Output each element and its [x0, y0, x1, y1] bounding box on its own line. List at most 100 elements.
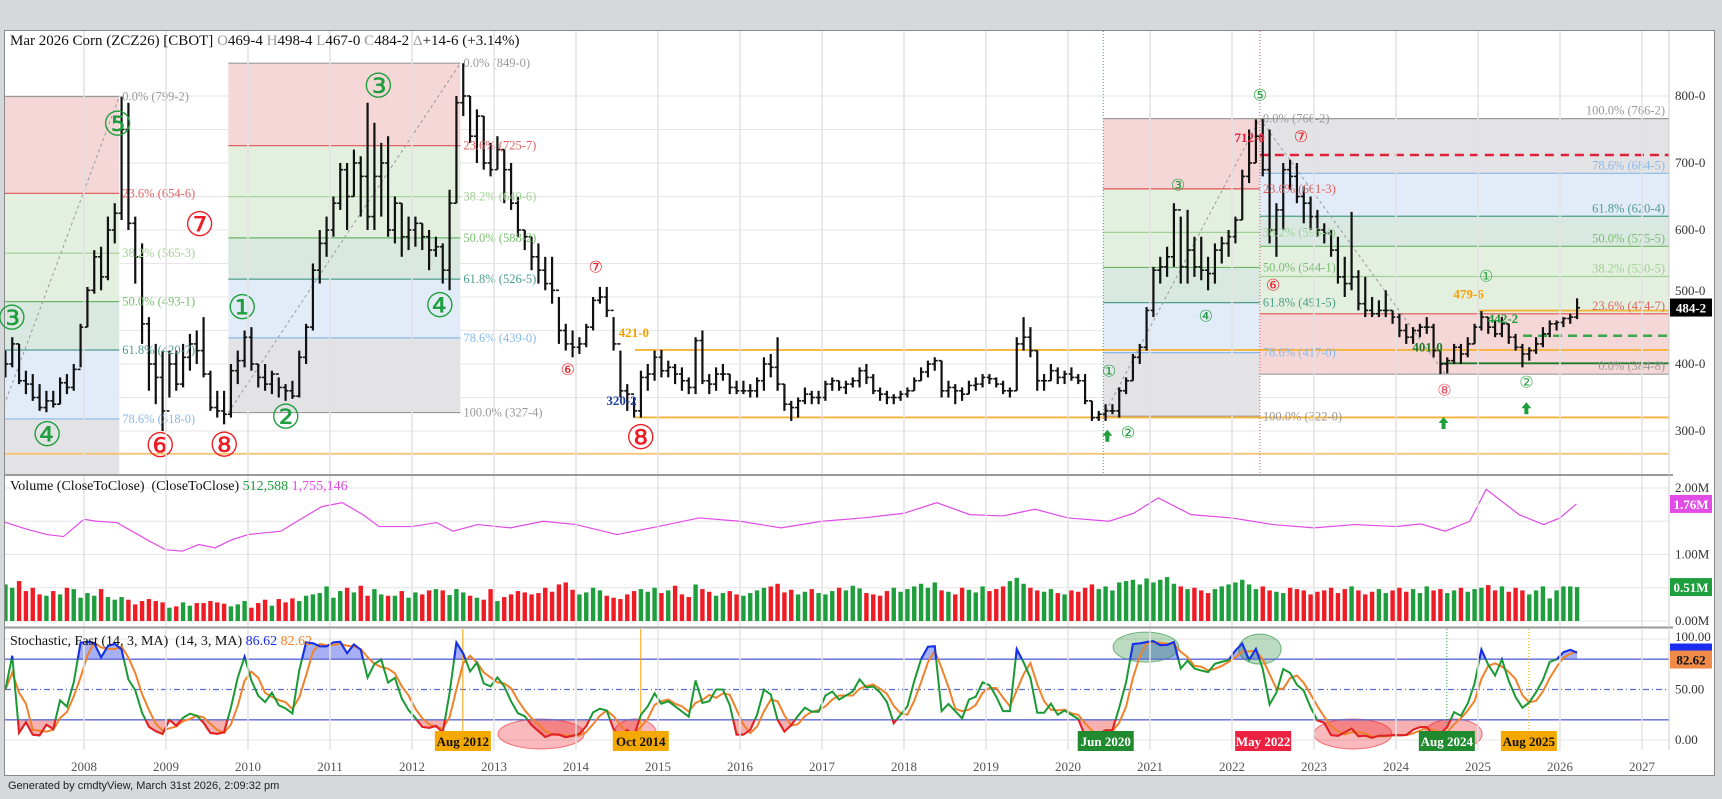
- volume-bar: [1199, 590, 1204, 621]
- date-tag-text: Oct 2014: [616, 734, 666, 749]
- volume-bar: [187, 605, 193, 621]
- price-bar: [98, 246, 105, 291]
- price-pane-labels: 0.0% (799-2) 23.6% (654-6) 38.2% (565-3) 50…: [0, 56, 1665, 466]
- volume-bar: [1513, 587, 1518, 621]
- volume-bar: [1383, 593, 1388, 621]
- price-bar: [808, 390, 815, 405]
- price-axis-label: 500-0: [1675, 283, 1705, 298]
- x-tick-label: 2022: [1219, 759, 1245, 774]
- fib-level-label: 0.0% (766-2): [1263, 112, 1330, 126]
- chart-title: Mar 2026 Corn (ZCZ26) [CBOT] O469-4 H498…: [10, 33, 520, 50]
- price-bar: [1150, 266, 1157, 318]
- price-bar: [125, 102, 132, 230]
- fib-trend-line: [5, 96, 120, 405]
- volume-bar: [1499, 586, 1505, 621]
- price-bar: [1560, 317, 1567, 328]
- price-bar: [9, 337, 16, 368]
- volume-bar: [98, 589, 104, 621]
- date-tag: Aug 2024: [1418, 731, 1475, 751]
- volume-bar: [379, 594, 384, 621]
- volume-bar: [440, 590, 445, 621]
- price-bar: [672, 364, 679, 385]
- volume-bar: [215, 602, 220, 621]
- volume-bar: [1240, 579, 1245, 621]
- volume-bar: [174, 606, 179, 621]
- low-key: L: [316, 33, 326, 49]
- price-bar: [1464, 337, 1471, 358]
- volume-bar: [823, 594, 828, 621]
- volume-bar: [1007, 581, 1013, 621]
- volume-bar: [570, 589, 575, 621]
- volume-bar: [201, 603, 206, 621]
- volume-bar: [946, 591, 951, 621]
- price-bar: [5, 350, 9, 378]
- volume-bar: [871, 594, 876, 621]
- price-bar: [590, 297, 597, 331]
- volume-bar: [276, 599, 281, 621]
- volume-bar: [358, 585, 363, 621]
- price-bar: [1328, 230, 1335, 257]
- volume-bar: [1561, 586, 1566, 621]
- price-bar: [344, 163, 351, 230]
- date-tag-text: May 2022: [1236, 734, 1291, 749]
- price-bar: [801, 387, 808, 405]
- price-bar: [1136, 343, 1143, 364]
- price-bar: [1348, 211, 1355, 291]
- volume-bar: [1574, 587, 1580, 621]
- volume-bar: [1055, 593, 1060, 621]
- price-bar: [508, 163, 515, 210]
- fib-level-label: 50.0% (493-1): [122, 295, 195, 309]
- x-tick-label: 2024: [1383, 759, 1410, 774]
- fib-band: [228, 337, 461, 413]
- price-bar: [1211, 243, 1218, 284]
- price-bar: [877, 387, 884, 401]
- date-tag-bg: [612, 731, 669, 751]
- elliott-wave-label: ④: [1199, 307, 1213, 326]
- volume-bar: [344, 587, 350, 621]
- volume-bar: [611, 597, 616, 621]
- price-bar: [637, 370, 644, 418]
- price-bar: [303, 323, 310, 364]
- stochastic-legend-label: Stochastic, Fast (14, 3, MA) (14, 3, MA): [10, 634, 243, 649]
- price-bar: [788, 400, 795, 421]
- price-bar: [1362, 276, 1369, 318]
- price-bar: [63, 374, 70, 395]
- price-bar: [480, 115, 487, 170]
- price-bar: [972, 377, 979, 391]
- price-bar: [890, 394, 897, 405]
- fib-level-label: 0.0% (799-2): [122, 90, 189, 104]
- volume-bar: [1151, 582, 1156, 621]
- price-level-label: 479-6: [1453, 286, 1484, 301]
- price-bar: [959, 387, 966, 401]
- volume-bar: [1506, 591, 1511, 621]
- volume-bar: [939, 590, 944, 621]
- price-bar: [494, 136, 501, 171]
- price-bar: [1410, 327, 1417, 344]
- volume-bar: [1540, 586, 1546, 621]
- price-bar: [57, 377, 64, 406]
- volume-bar: [228, 606, 234, 621]
- price-bar: [644, 364, 651, 391]
- price-bar: [1492, 320, 1499, 338]
- price-bar: [1293, 163, 1300, 204]
- elliott-wave-label: ⑤: [1253, 86, 1267, 105]
- high-key: H: [266, 33, 278, 49]
- fib-band: [5, 418, 120, 474]
- volume-bar: [604, 595, 609, 621]
- volume-bar: [830, 591, 835, 621]
- price-level-label: 320-2: [606, 393, 636, 408]
- price-bar: [1273, 203, 1280, 257]
- volume-bar: [1246, 584, 1252, 621]
- volume-bar: [1335, 593, 1341, 621]
- volume-bar: [1096, 589, 1101, 621]
- volume-bar: [918, 583, 924, 621]
- volume-bar: [529, 594, 534, 621]
- price-bar: [658, 349, 665, 378]
- volume-bar: [1048, 589, 1054, 621]
- price-bar: [357, 156, 364, 217]
- price-bar: [610, 309, 617, 351]
- fib-level-label: 61.8% (491-5): [1263, 296, 1336, 310]
- price-bar: [1232, 216, 1239, 244]
- fib-band: [228, 279, 461, 338]
